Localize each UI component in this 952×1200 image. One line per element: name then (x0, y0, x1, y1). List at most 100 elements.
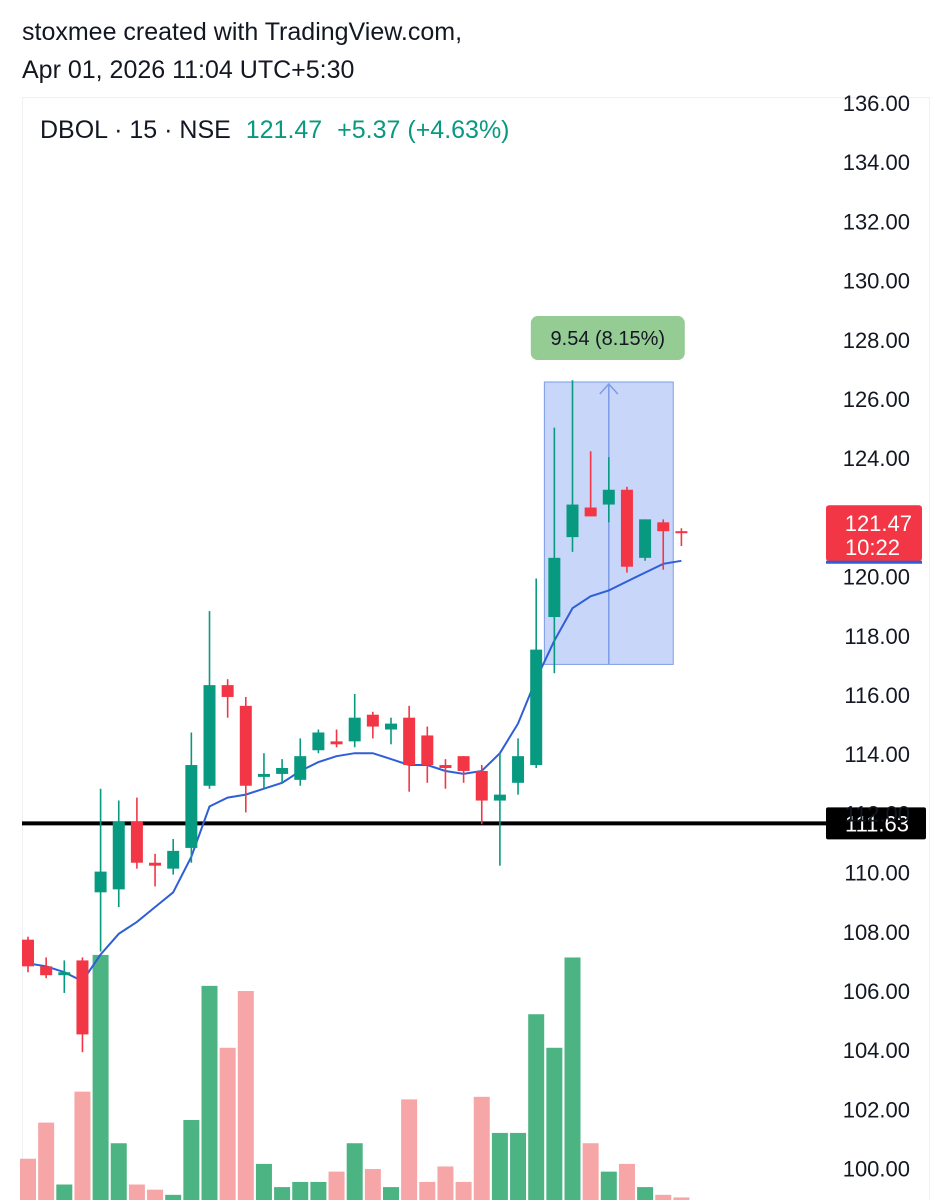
candle-body (566, 504, 579, 538)
volume-bar (564, 957, 581, 1200)
candle-body (76, 960, 89, 1035)
candle-body (167, 850, 180, 869)
volume-bar (201, 985, 218, 1200)
candle-body (512, 756, 525, 783)
candle-body (366, 714, 379, 727)
volume-bar (582, 1143, 599, 1200)
price-change: +5.37 (+4.63%) (337, 116, 510, 144)
candle-body (403, 717, 416, 766)
volume-bar (419, 1181, 436, 1200)
y-axis-tick-label: 100.00 (843, 1157, 910, 1182)
support-level-label: 111.63 (845, 811, 909, 836)
candle-body (584, 507, 597, 517)
candle-body (130, 821, 143, 863)
y-axis-tick-label: 112.00 (844, 801, 910, 826)
volume-bar (128, 1184, 145, 1200)
volume-bar (491, 1132, 508, 1200)
volume-bar (292, 1181, 309, 1200)
candle-body (493, 794, 506, 801)
candle-body (185, 765, 198, 848)
volume-bar (56, 1184, 73, 1200)
volume-bar (183, 1120, 200, 1200)
candle-body (620, 489, 633, 567)
volume-bar (510, 1132, 527, 1200)
last-price: 121.47 (245, 116, 323, 144)
candle-body (239, 705, 252, 786)
volume-bar (255, 1163, 272, 1200)
candle-body (22, 939, 34, 967)
volume-bar (600, 1171, 617, 1200)
candle-body (602, 489, 615, 505)
candle-body (330, 741, 343, 745)
candle-body (40, 966, 53, 976)
y-axis-tick-label: 136.00 (843, 91, 910, 116)
y-axis-tick-label: 124.00 (843, 446, 910, 471)
range-label-text: 9.54 (8.15%) (551, 328, 666, 350)
volume-bar (673, 1197, 690, 1200)
candle-body (149, 862, 162, 866)
y-axis-tick-label: 104.00 (843, 1038, 910, 1063)
last-price-label: 121.47 (845, 511, 912, 536)
volume-bar (401, 1099, 418, 1200)
candle-body (675, 531, 688, 534)
y-axis-tick-label: 114.00 (844, 742, 910, 767)
candle-body (657, 522, 670, 532)
volume-bar (637, 1187, 654, 1200)
y-axis-tick-label: 106.00 (843, 979, 910, 1004)
volume-bar (20, 1158, 36, 1200)
volume-bar (346, 1143, 363, 1200)
candle-body (385, 723, 397, 730)
volume-bar (110, 1143, 127, 1200)
candle-body (203, 685, 216, 786)
volume-bar (437, 1166, 454, 1200)
y-axis-tick-label: 118.00 (844, 624, 910, 649)
volume-bar (455, 1181, 472, 1200)
support-level-badge (826, 807, 926, 840)
candle-body (257, 773, 270, 777)
volume-bar (38, 1122, 55, 1200)
volume-bar (655, 1194, 672, 1200)
volume-bar (473, 1096, 490, 1200)
candle-body (530, 649, 543, 766)
volume-bar (147, 1189, 164, 1200)
candle-body (439, 765, 452, 768)
volume-bar (310, 1181, 327, 1200)
y-axis-tick-label: 134.00 (843, 150, 910, 175)
candle-body (312, 732, 325, 751)
y-axis-tick-label: 110.00 (844, 861, 910, 886)
moving-average-line (27, 559, 682, 983)
chart-frame (22, 97, 930, 1200)
y-axis-tick-label: 130.00 (843, 269, 910, 294)
volume-bar (92, 954, 109, 1200)
volume-bar (546, 1047, 563, 1200)
volume-bar (528, 1014, 545, 1200)
candle-body (475, 770, 488, 801)
candle-body (112, 821, 125, 890)
bar-countdown-label: 10:22 (845, 535, 900, 560)
y-axis-tick-label: 102.00 (843, 1097, 910, 1122)
candle-body (639, 519, 652, 558)
volume-bar (274, 1187, 291, 1200)
volume-bar (237, 991, 254, 1200)
candle-body (294, 756, 307, 780)
candle-body (548, 557, 561, 618)
candle-body (94, 871, 107, 893)
chart-author-line: stoxmee created with TradingView.com, (22, 18, 463, 46)
volume-bar (219, 1047, 236, 1200)
volume-bar (328, 1171, 345, 1200)
range-label-badge (530, 316, 685, 361)
symbol-name: DBOL · 15 · NSE (40, 116, 231, 144)
y-axis-tick-label: 116.00 (844, 683, 910, 708)
y-axis-tick-label: 120.00 (843, 565, 910, 590)
candle-body (58, 972, 71, 976)
symbol-legend: DBOL · 15 · NSE 121.47 +5.37 (+4.63%) (40, 116, 510, 145)
chart-timestamp: Apr 01, 2026 11:04 UTC+5:30 (22, 56, 355, 84)
y-axis-tick-label: 108.00 (843, 920, 910, 945)
volume-bar (383, 1187, 399, 1200)
candle-body (421, 735, 434, 766)
candle-body (276, 768, 289, 774)
candle-body (221, 685, 234, 697)
volume-bar (165, 1194, 182, 1200)
volume-bar (618, 1163, 635, 1200)
